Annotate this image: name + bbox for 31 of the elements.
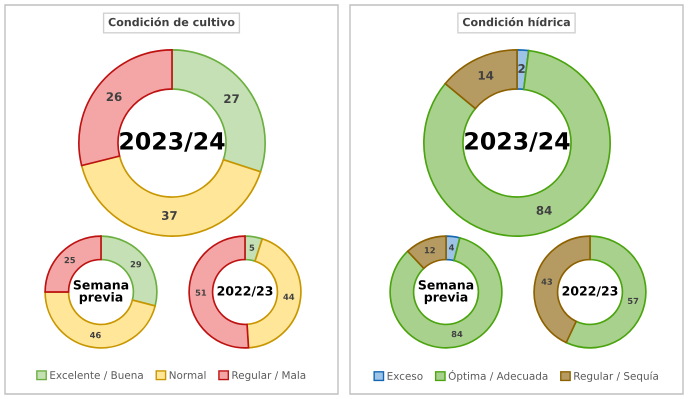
data-label: 44 bbox=[283, 294, 294, 300]
data-label: 29 bbox=[130, 261, 142, 268]
data-label: 14 bbox=[478, 71, 494, 80]
data-label: 4 bbox=[449, 244, 454, 250]
slice-label: 2022/23 bbox=[218, 286, 272, 297]
slice-label: 2023/24 bbox=[465, 132, 570, 152]
legend-label: Excelente / Buena bbox=[50, 370, 143, 380]
data-label: 43 bbox=[541, 278, 552, 285]
legend-label: Exceso bbox=[388, 372, 423, 380]
data-label: 37 bbox=[162, 211, 177, 220]
data-label: 51 bbox=[196, 290, 206, 296]
slice-label: 2023/24 bbox=[120, 132, 225, 152]
data-label: 12 bbox=[424, 247, 435, 254]
data-label: 57 bbox=[628, 298, 638, 304]
chart-title: Condición de cultivo bbox=[108, 17, 234, 26]
data-label: 25 bbox=[64, 256, 75, 264]
data-label: 84 bbox=[536, 206, 552, 215]
data-label: 2 bbox=[518, 64, 525, 73]
data-label: 27 bbox=[224, 94, 239, 104]
data-label: 5 bbox=[250, 244, 254, 251]
slice-label: 2022/23 bbox=[562, 286, 618, 297]
legend-label: Normal bbox=[170, 370, 206, 380]
data-label: 26 bbox=[106, 92, 122, 102]
slice-label: Semana previa bbox=[74, 280, 128, 304]
data-label: 84 bbox=[452, 330, 462, 338]
legend-label: Regular / Mala bbox=[232, 370, 306, 382]
legend-label: Óptima / Adecuada bbox=[448, 370, 548, 382]
legend-label: Regular / Sequía bbox=[574, 371, 658, 382]
chart-title: Condición hídrica bbox=[462, 17, 570, 26]
data-label: 46 bbox=[90, 332, 101, 338]
slice-label: Semana previa bbox=[418, 280, 474, 304]
